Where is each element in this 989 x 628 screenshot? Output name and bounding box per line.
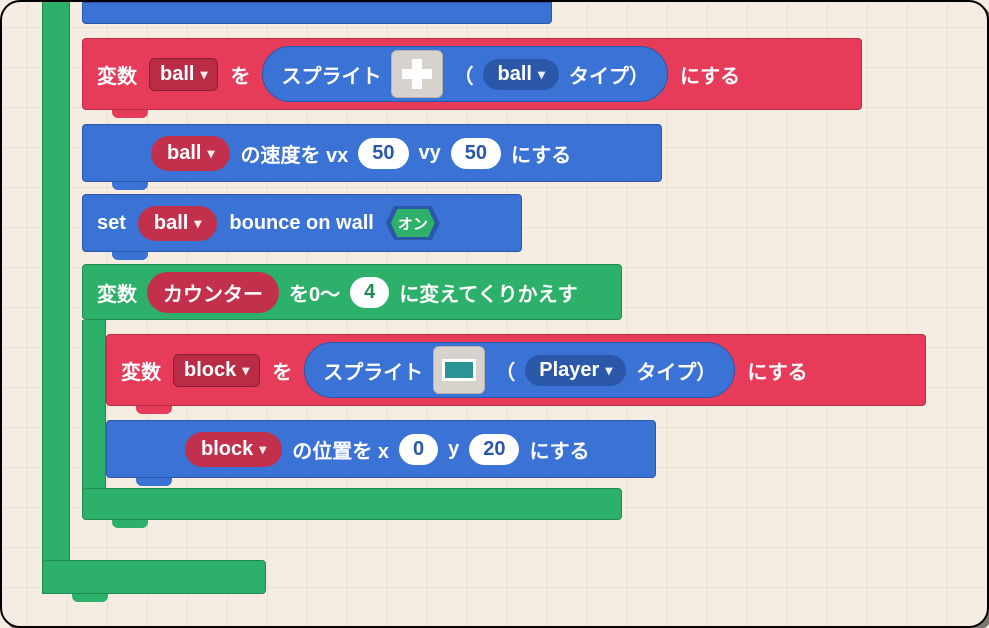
label: を	[230, 60, 250, 89]
variable-dropdown[interactable]: ball ▾	[138, 206, 217, 241]
kind-dropdown[interactable]: Player ▾	[525, 355, 626, 386]
y-input[interactable]: 20	[469, 434, 519, 465]
plus-icon	[402, 59, 432, 89]
kind-dropdown[interactable]: ball ▾	[483, 59, 558, 90]
repeat-block-footer	[82, 488, 622, 520]
block-notch	[112, 110, 148, 118]
toggle-input[interactable]: オン	[386, 206, 440, 240]
set-variable-block[interactable]: 変数 block ▾ を スプライト （ Player ▾ タイプ） にする	[106, 334, 926, 406]
variable-name: ball	[167, 142, 201, 165]
sprite-reporter[interactable]: スプライト （ Player ▾ タイプ）	[304, 342, 735, 398]
block-canvas[interactable]: 変数 ball ▾ を スプライト （ ball ▾ タイプ） にする ball…	[0, 0, 989, 628]
rect-icon	[442, 359, 476, 381]
label: bounce on wall	[229, 212, 373, 235]
kind-name: ball	[497, 63, 531, 86]
vx-input[interactable]: 50	[358, 138, 408, 169]
label: を	[272, 356, 292, 385]
variable-name: ball	[160, 63, 194, 86]
label: タイプ）	[569, 60, 649, 89]
variable-name: ball	[154, 212, 188, 235]
chevron-down-icon: ▾	[605, 362, 612, 379]
label: にする	[529, 435, 589, 464]
block-notch	[112, 520, 148, 528]
label: 変数	[97, 278, 137, 307]
chevron-down-icon: ▾	[538, 66, 545, 83]
label: 変数	[97, 60, 137, 89]
counter-name: カウンター	[163, 278, 263, 307]
chevron-down-icon: ▾	[200, 66, 207, 83]
set-bounce-block[interactable]: set ball ▾ bounce on wall オン	[82, 194, 522, 252]
x-input[interactable]: 0	[399, 434, 438, 465]
block-notch	[112, 252, 148, 260]
label: にする	[680, 60, 740, 89]
count-input[interactable]: 4	[350, 277, 389, 308]
block-notch	[112, 182, 148, 190]
chevron-down-icon: ▾	[207, 145, 214, 162]
repeat-block-header[interactable]: 変数 カウンター を0～ 4 に変えてくりかえす	[82, 264, 622, 320]
variable-dropdown[interactable]: block ▾	[185, 432, 282, 467]
label: （	[453, 60, 473, 89]
label: 変数	[121, 356, 161, 385]
label: の位置を x	[292, 435, 389, 464]
label: に変えてくりかえす	[399, 278, 577, 307]
label: の速度を vx	[240, 139, 348, 168]
toggle-value: オン	[391, 209, 435, 237]
label: スプライト	[323, 356, 423, 385]
chevron-down-icon: ▾	[242, 362, 249, 379]
label: を0～	[289, 278, 340, 307]
outer-c-rail	[42, 2, 70, 594]
sprite-thumbnail[interactable]	[433, 346, 485, 394]
label: y	[448, 438, 459, 461]
label: タイプ）	[636, 356, 716, 385]
vy-input[interactable]: 50	[451, 138, 501, 169]
chevron-down-icon: ▾	[259, 441, 266, 458]
set-velocity-block[interactable]: ball ▾ の速度を vx 50 vy 50 にする	[82, 124, 662, 182]
label: （	[495, 356, 515, 385]
block-notch	[136, 478, 172, 486]
variable-name: block	[184, 359, 236, 382]
label: スプライト	[281, 60, 381, 89]
chevron-down-icon: ▾	[194, 215, 201, 232]
kind-name: Player	[539, 359, 599, 382]
variable-name: block	[201, 438, 253, 461]
sprite-reporter[interactable]: スプライト （ ball ▾ タイプ）	[262, 46, 667, 102]
outer-c-footer	[42, 560, 266, 594]
variable-dropdown[interactable]: block ▾	[173, 354, 260, 387]
set-position-block[interactable]: block ▾ の位置を x 0 y 20 にする	[106, 420, 656, 478]
loop-c-rail	[82, 320, 106, 516]
variable-dropdown[interactable]: ball ▾	[151, 136, 230, 171]
label: set	[97, 212, 126, 235]
sprite-thumbnail[interactable]	[391, 50, 443, 98]
peek-block	[82, 2, 552, 24]
set-variable-block[interactable]: 変数 ball ▾ を スプライト （ ball ▾ タイプ） にする	[82, 38, 862, 110]
label: にする	[747, 356, 807, 385]
block-notch	[136, 406, 172, 414]
block-notch	[72, 594, 108, 602]
variable-dropdown[interactable]: ball ▾	[149, 58, 218, 91]
label: vy	[419, 142, 441, 165]
label: にする	[511, 139, 571, 168]
counter-pill[interactable]: カウンター	[147, 272, 279, 313]
